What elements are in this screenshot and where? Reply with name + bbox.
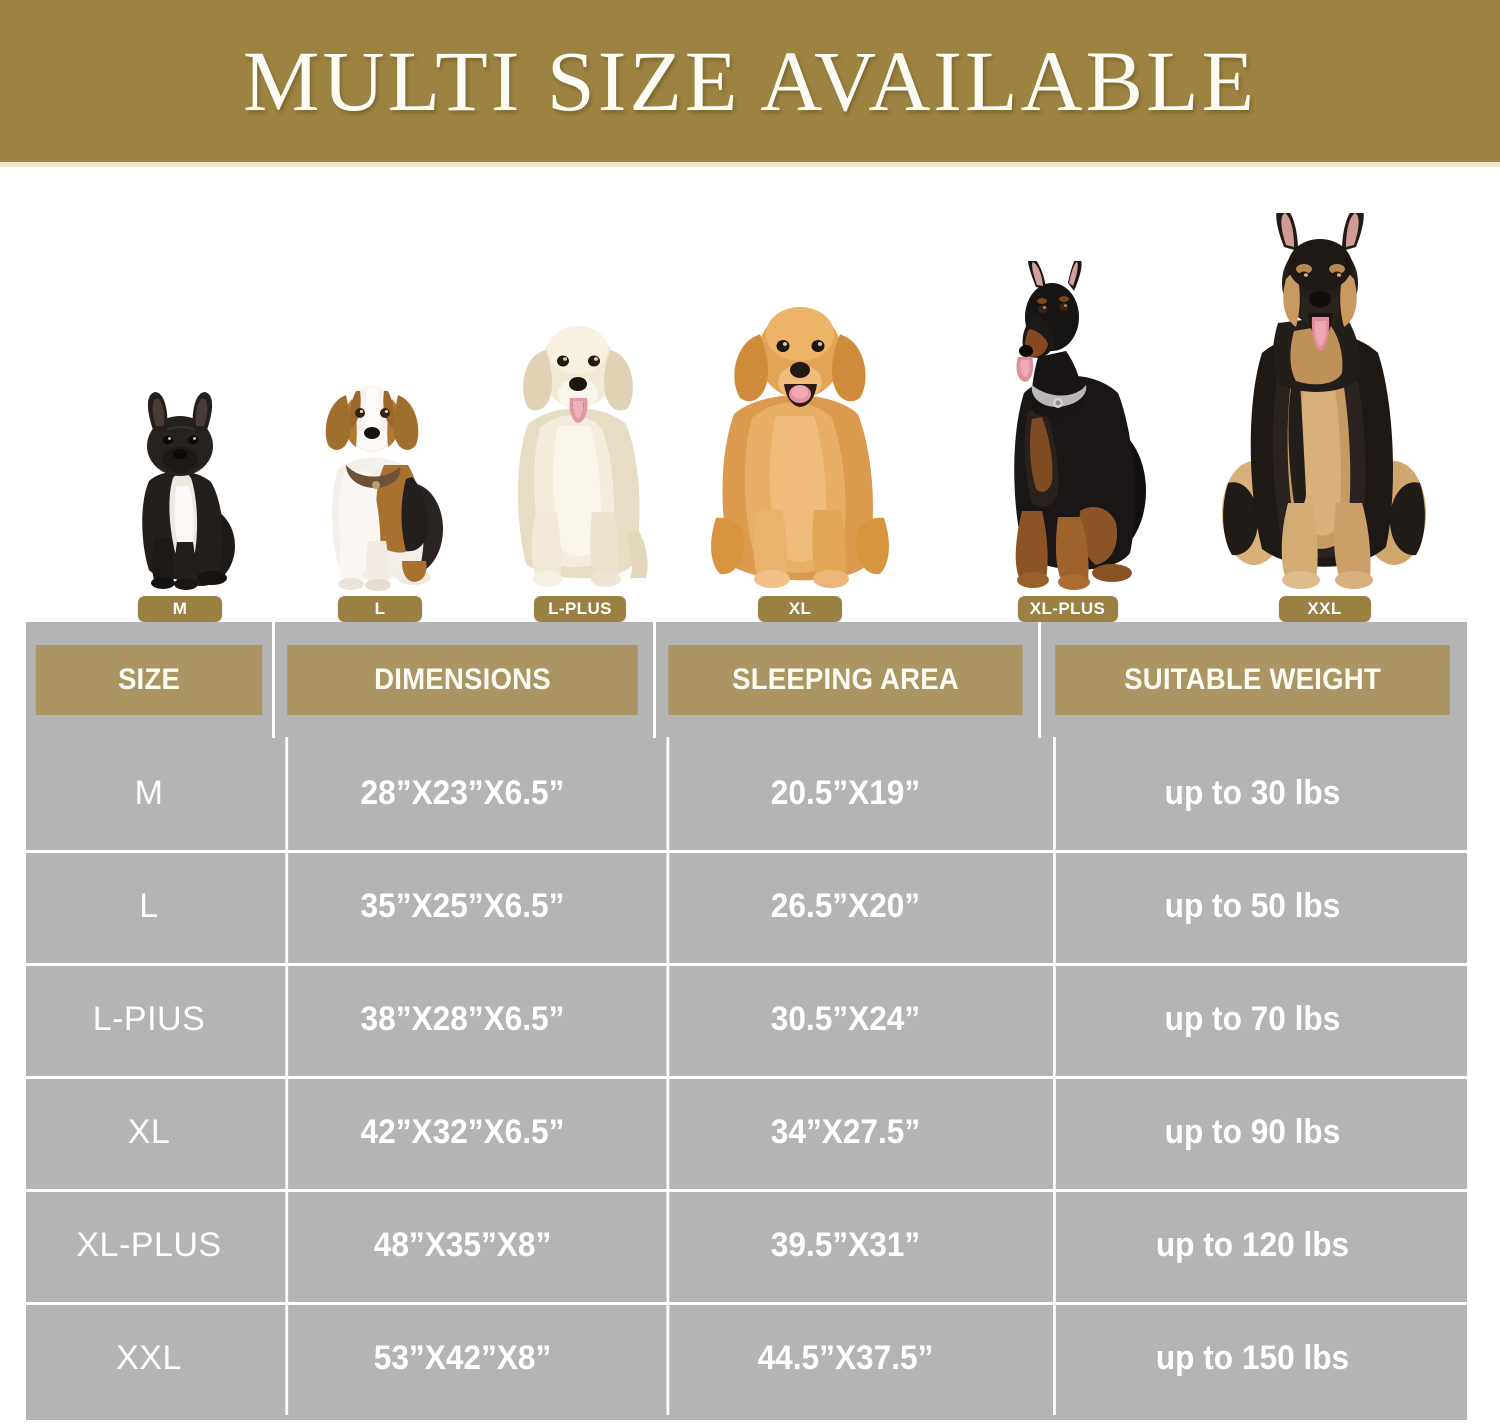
cell-suitable-weight: up to 50 lbs xyxy=(1053,850,1452,963)
cell-size: XL xyxy=(127,1113,171,1151)
table-row: XL 42”X32”X6.5” 34”X27.5” up to 90 lbs xyxy=(26,1076,1467,1189)
dog-slot-l: L xyxy=(310,361,450,622)
dog-size-lineup: M xyxy=(0,167,1500,622)
cell-suitable-weight: up to 30 lbs xyxy=(1053,737,1452,850)
cell-size: L xyxy=(139,887,159,925)
size-chart-table: SIZE DIMENSIONS SLEEPING AREA SUITABLE W… xyxy=(26,622,1467,1420)
size-badge-xxl: XXL xyxy=(1278,596,1371,622)
dog-slot-l-plus: L-PLUS xyxy=(500,306,660,622)
table-row: XXL 53”X42”X8” 44.5”X37.5” up to 150 lbs xyxy=(26,1302,1467,1415)
column-header-dimensions: DIMENSIONS xyxy=(287,645,638,715)
size-badge-l-plus: L-PLUS xyxy=(534,596,626,622)
golden-retriever-cream-icon xyxy=(500,306,660,591)
table-row: M 28”X23”X6.5” 20.5”X19” up to 30 lbs xyxy=(26,737,1467,850)
size-badge-m: M xyxy=(138,596,222,622)
dog-slot-xl: XL xyxy=(700,286,900,622)
table-header-row: SIZE DIMENSIONS SLEEPING AREA SUITABLE W… xyxy=(26,622,1467,738)
cell-dimensions: 53”X42”X8” xyxy=(285,1302,639,1415)
cell-size: M xyxy=(134,774,164,812)
size-badge-l: L xyxy=(338,596,422,622)
dog-slot-xxl: XXL xyxy=(1222,213,1427,622)
cell-suitable-weight: up to 150 lbs xyxy=(1053,1302,1452,1415)
column-header-size: SIZE xyxy=(35,645,263,715)
cell-dimensions: 42”X32”X6.5” xyxy=(285,1076,639,1189)
golden-retriever-icon xyxy=(700,286,900,591)
cell-dimensions: 48”X35”X8” xyxy=(285,1189,639,1302)
doberman-icon xyxy=(980,261,1155,591)
cell-size: L-PIUS xyxy=(92,1000,206,1038)
cell-sleeping-area: 20.5”X19” xyxy=(666,737,1024,850)
cell-dimensions: 38”X28”X6.5” xyxy=(285,963,639,1076)
table-row: L 35”X25”X6.5” 26.5”X20” up to 50 lbs xyxy=(26,850,1467,963)
dog-slot-xl-plus: XL-PLUS xyxy=(980,261,1155,622)
beagle-icon xyxy=(310,361,450,591)
column-header-sleeping-area: SLEEPING AREA xyxy=(668,645,1023,715)
page-banner: MULTI SIZE AVAILABLE xyxy=(0,0,1500,162)
dog-slot-m: M xyxy=(115,386,245,622)
table-body: M 28”X23”X6.5” 20.5”X19” up to 30 lbs L … xyxy=(26,737,1467,1415)
banner-divider xyxy=(0,162,1500,167)
cell-dimensions: 35”X25”X6.5” xyxy=(285,850,639,963)
german-shepherd-icon xyxy=(1222,213,1427,591)
cell-dimensions: 28”X23”X6.5” xyxy=(285,737,639,850)
column-header-suitable-weight: SUITABLE WEIGHT xyxy=(1055,645,1450,715)
cell-size: XL-PLUS xyxy=(76,1226,222,1264)
french-bulldog-icon xyxy=(115,386,245,591)
page-title: MULTI SIZE AVAILABLE xyxy=(242,33,1258,129)
size-badge-xl-plus: XL-PLUS xyxy=(1017,596,1118,622)
size-badge-xl: XL xyxy=(758,596,842,622)
cell-sleeping-area: 34”X27.5” xyxy=(666,1076,1024,1189)
cell-sleeping-area: 26.5”X20” xyxy=(666,850,1024,963)
cell-sleeping-area: 30.5”X24” xyxy=(666,963,1024,1076)
cell-sleeping-area: 39.5”X31” xyxy=(666,1189,1024,1302)
cell-suitable-weight: up to 90 lbs xyxy=(1053,1076,1452,1189)
cell-sleeping-area: 44.5”X37.5” xyxy=(666,1302,1024,1415)
table-row: L-PIUS 38”X28”X6.5” 30.5”X24” up to 70 l… xyxy=(26,963,1467,1076)
cell-suitable-weight: up to 120 lbs xyxy=(1053,1189,1452,1302)
cell-suitable-weight: up to 70 lbs xyxy=(1053,963,1452,1076)
cell-size: XXL xyxy=(116,1339,182,1377)
table-row: XL-PLUS 48”X35”X8” 39.5”X31” up to 120 l… xyxy=(26,1189,1467,1302)
